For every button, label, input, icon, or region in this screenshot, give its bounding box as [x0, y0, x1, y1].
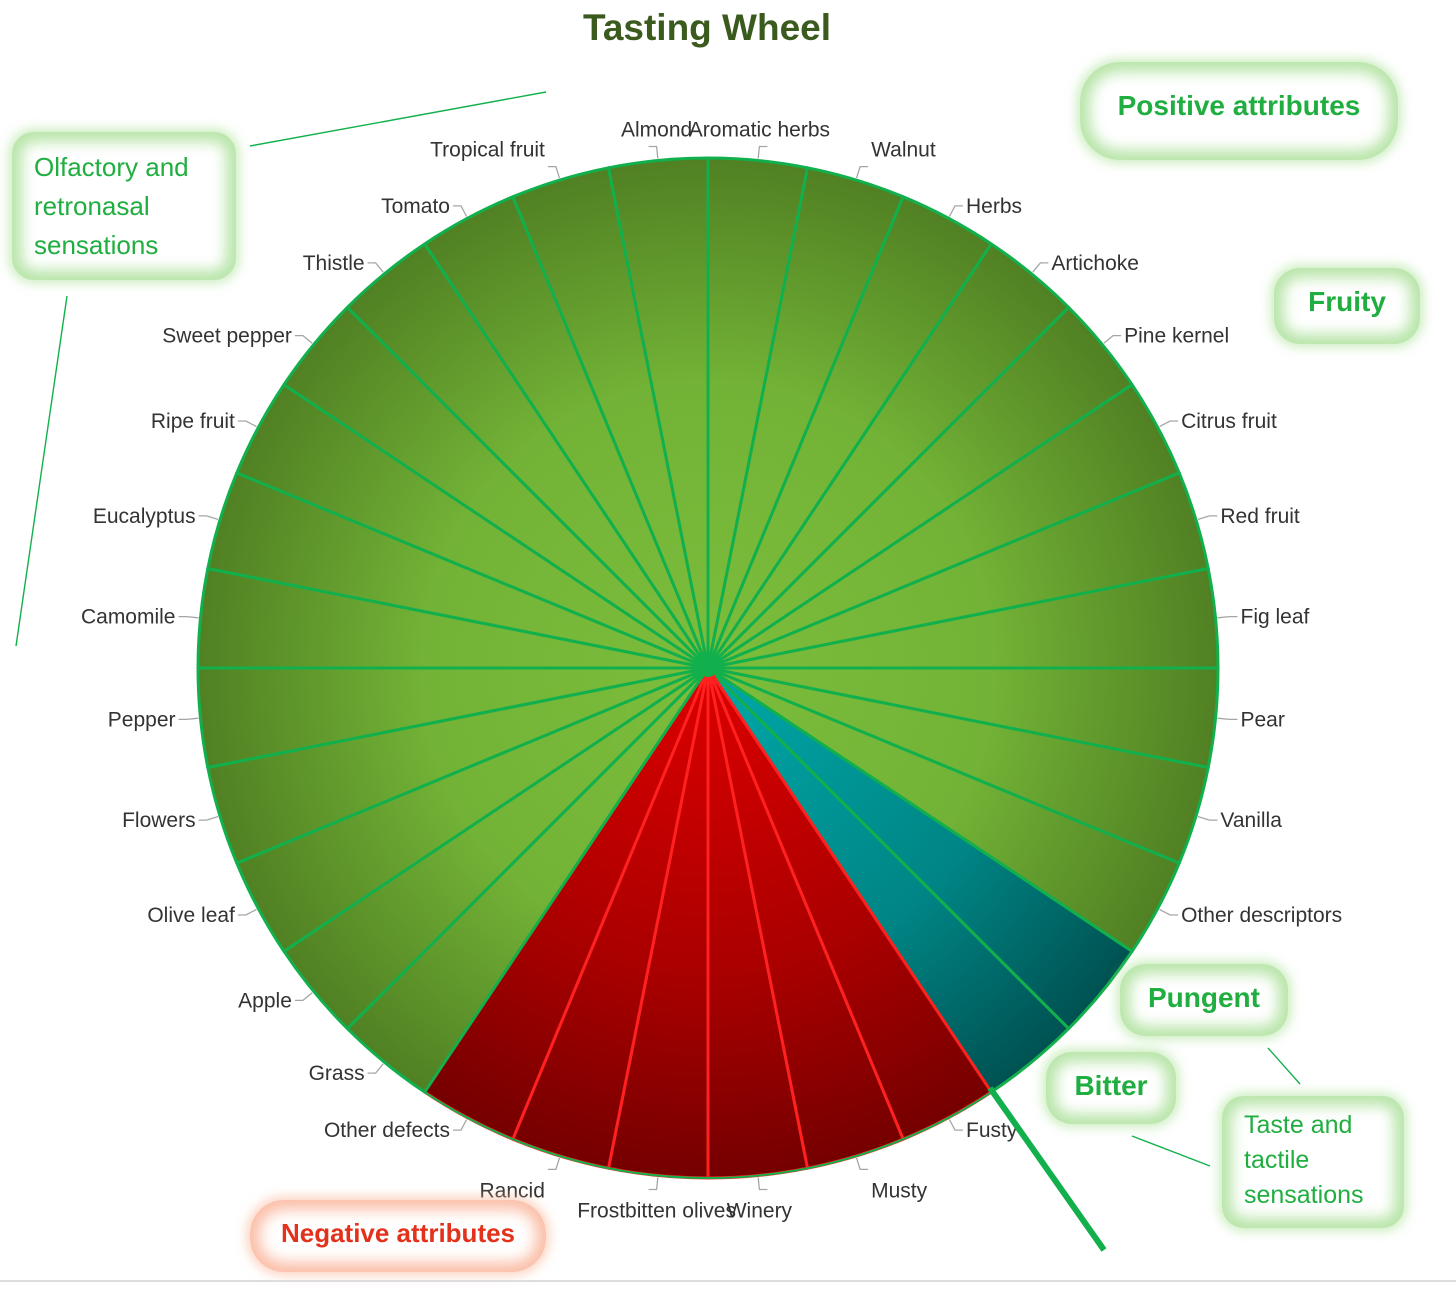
negative-attributes-text: Negative attributes [280, 1218, 516, 1248]
leader-ripe-fruit [237, 420, 257, 428]
label-almond: Almond [621, 119, 692, 142]
label-herbs: Herbs [966, 195, 1022, 218]
callout-connector-lines [15, 91, 1301, 1252]
label-citrus-fruit: Citrus fruit [1181, 410, 1277, 433]
chart-title: Tasting Wheel [583, 7, 831, 48]
leader-pine-kernel [1103, 334, 1122, 344]
leader-walnut [855, 165, 869, 179]
label-winery: Winery [727, 1200, 793, 1223]
label-pepper: Pepper [108, 708, 176, 731]
leader-apple [294, 992, 313, 1002]
leader-fig-leaf [1217, 615, 1238, 619]
label-rancid: Rancid [480, 1179, 545, 1202]
leader-frostbitten-olives [648, 1177, 659, 1191]
leader-tropical-fruit [547, 165, 561, 179]
leader-musty [855, 1157, 869, 1171]
label-other-descriptors: Other descriptors [1181, 904, 1342, 927]
olfactory-sensations-text: Olfactory and retronasal sensations [34, 152, 189, 260]
negative-attributes-callout: Negative attributes [250, 1200, 546, 1272]
label-thistle: Thistle [303, 252, 365, 275]
pungent-connector [1267, 1047, 1301, 1085]
leader-camomile [178, 615, 199, 619]
pungent-text: Pungent [1148, 982, 1260, 1013]
leader-pear [1217, 717, 1238, 721]
leader-almond [648, 145, 659, 159]
bottom-divider [0, 1280, 1456, 1282]
positive-attributes-callout: Positive attributes [1080, 62, 1398, 160]
label-walnut: Walnut [871, 139, 936, 162]
leader-artichoke [1032, 262, 1049, 273]
leader-sweet-pepper [294, 334, 313, 344]
leader-red-fruit [1197, 515, 1218, 521]
leader-thistle [367, 262, 384, 273]
label-aromatic-herbs: Aromatic herbs [689, 119, 830, 142]
leader-other-defects [453, 1119, 468, 1131]
label-pine-kernel: Pine kernel [1124, 325, 1229, 348]
leader-other-descriptors [1159, 908, 1179, 916]
label-apple: Apple [238, 989, 292, 1012]
taste-tactile-callout: Taste and tactile sensations [1222, 1096, 1404, 1228]
leader-olive-leaf [237, 908, 257, 916]
leader-tomato [453, 205, 468, 217]
wheel-outline [197, 157, 1219, 1179]
wheel-hub [699, 659, 717, 677]
leader-grass [367, 1063, 384, 1074]
leader-aromatic-herbs [757, 145, 768, 159]
positive-attributes-text: Positive attributes [1117, 90, 1361, 121]
label-fusty: Fusty [966, 1119, 1018, 1142]
bitter-text: Bitter [1074, 1070, 1148, 1101]
leader-winery [757, 1177, 768, 1191]
leader-citrus-fruit [1159, 420, 1179, 428]
label-pear: Pear [1241, 708, 1285, 731]
label-artichoke: Artichoke [1051, 252, 1139, 275]
slice-labels: Aromatic herbs Walnut Herbs Artichoke Pine k… [81, 119, 1342, 1223]
fruity-callout: Fruity [1274, 268, 1420, 344]
pungent-callout: Pungent [1120, 964, 1288, 1036]
leader-herbs [948, 205, 963, 217]
label-flowers: Flowers [122, 809, 196, 832]
label-musty: Musty [871, 1179, 928, 1202]
leader-rancid [547, 1157, 561, 1171]
taste-tactile-text: Taste and tactile sensations [1244, 1111, 1364, 1209]
label-eucalyptus: Eucalyptus [93, 505, 196, 528]
label-camomile: Camomile [81, 606, 176, 629]
label-other-defects: Other defects [324, 1119, 450, 1142]
label-red-fruit: Red fruit [1220, 505, 1300, 528]
label-vanilla: Vanilla [1220, 809, 1282, 832]
bitter-callout: Bitter [1046, 1052, 1176, 1124]
label-ripe-fruit: Ripe fruit [151, 410, 235, 433]
taste-divider-line [987, 1086, 1107, 1252]
label-tropical-fruit: Tropical fruit [430, 139, 545, 162]
leader-eucalyptus [198, 515, 219, 521]
leader-pepper [178, 717, 199, 721]
label-olive-leaf: Olive leaf [147, 904, 235, 927]
leader-vanilla [1197, 815, 1218, 821]
leader-fusty [948, 1119, 963, 1131]
label-grass: Grass [309, 1062, 365, 1085]
fruity-text: Fruity [1308, 286, 1386, 317]
label-sweet-pepper: Sweet pepper [162, 325, 292, 348]
wheel-slices [196, 156, 1220, 1180]
bitter-connector [1131, 1135, 1211, 1167]
olfactory-connector-top [249, 91, 547, 147]
label-leader-lines [178, 145, 1238, 1191]
label-tomato: Tomato [381, 195, 450, 218]
label-frostbitten-olives: Frostbitten olives [577, 1200, 736, 1223]
olfactory-sensations-callout: Olfactory and retronasal sensations [12, 132, 236, 280]
olfactory-connector-left [15, 295, 68, 647]
leader-flowers [198, 815, 219, 821]
label-fig-leaf: Fig leaf [1241, 606, 1310, 629]
